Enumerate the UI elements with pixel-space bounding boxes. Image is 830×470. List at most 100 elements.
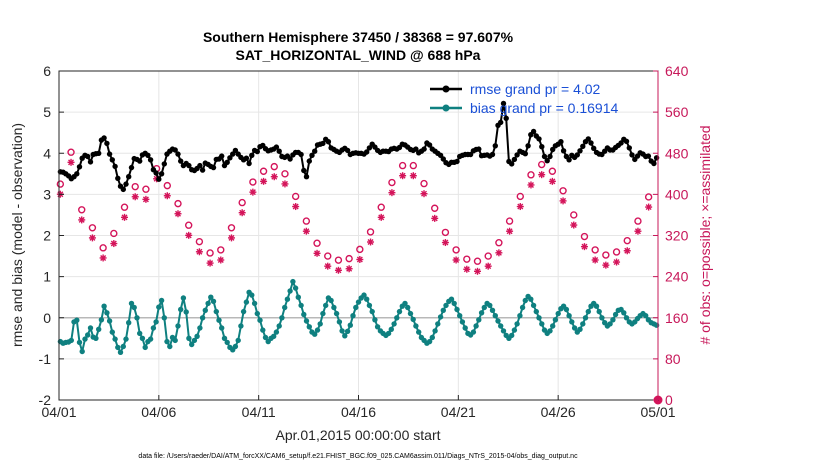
bias-point	[643, 313, 649, 319]
rmse-point	[585, 136, 591, 142]
asterisk-stroke	[142, 196, 149, 203]
bias-point	[374, 324, 381, 330]
rmse-point	[558, 139, 564, 145]
rmse-point	[467, 151, 474, 158]
bias-point	[131, 304, 137, 311]
rmse-point	[489, 151, 496, 158]
y-tick-label: -1	[39, 351, 52, 367]
obs-possible-point	[537, 160, 546, 169]
x-axis-label: Apr.01,2015 00:00:00 start	[275, 427, 440, 443]
rmse-point	[421, 146, 427, 152]
obs-assimilated-point	[645, 203, 653, 211]
obs-assimilated-point	[324, 262, 332, 270]
rmse-point	[312, 148, 318, 154]
bias-point	[79, 348, 85, 355]
bias-point	[158, 297, 165, 304]
obs-assimilated-point	[570, 221, 578, 229]
obs-assimilated-point	[249, 188, 257, 196]
obs-possible-point	[88, 224, 97, 232]
bias-point	[533, 308, 539, 315]
rmse-point	[426, 142, 433, 148]
obs-assimilated-point	[195, 248, 203, 256]
bias-point	[194, 333, 200, 339]
obs-possible-point	[174, 199, 182, 208]
bias-point	[355, 299, 362, 305]
obs-possible-point	[334, 256, 343, 264]
obs-possible-point	[570, 211, 578, 219]
bias-point	[489, 307, 496, 313]
bias-point	[563, 306, 570, 313]
obs-possible-point	[431, 204, 439, 212]
rmse-point	[626, 145, 632, 151]
x-tick-label: 04/01	[41, 404, 76, 420]
bias-point	[150, 325, 157, 331]
obs-assimilated-point	[388, 189, 396, 197]
bias-point	[276, 323, 282, 329]
bias-point	[566, 313, 572, 319]
obs-possible-point	[238, 198, 246, 207]
bias-point	[137, 330, 143, 337]
rmse-point	[536, 136, 542, 142]
rmse-point	[498, 119, 504, 126]
obs-possible-point	[281, 170, 289, 178]
bias-point	[552, 317, 559, 323]
x-tick-label: 04/21	[441, 404, 476, 420]
bias-point	[205, 300, 211, 307]
obs-assimilated-point	[473, 267, 481, 275]
asterisk-stroke	[356, 256, 363, 263]
asterisk-stroke	[164, 192, 171, 199]
bias-point	[134, 315, 140, 321]
bias-point	[571, 325, 578, 331]
rmse-point	[230, 151, 236, 157]
obs-possible-point	[131, 182, 139, 191]
rmse-point	[175, 151, 181, 157]
bias-point	[459, 319, 466, 325]
obs-assimilated-point	[441, 239, 449, 247]
obs-possible-point	[313, 239, 321, 247]
bias-point	[342, 333, 348, 339]
obs-assimilated-point	[131, 193, 139, 201]
obs-assimilated-point	[463, 265, 471, 273]
rmse-point	[74, 171, 80, 177]
asterisk-stroke	[249, 189, 256, 196]
rmse-point	[210, 164, 217, 171]
bias-point	[142, 344, 148, 351]
rmse-point	[509, 161, 515, 167]
asterisk-stroke	[474, 268, 481, 275]
x-tick-label: 04/11	[242, 404, 276, 420]
obs-assimilated-point	[506, 227, 514, 235]
rmse-point	[232, 147, 239, 154]
rmse-point	[137, 158, 143, 164]
rmse-point	[366, 145, 373, 151]
rmse-point	[618, 140, 624, 146]
y-axis-label: rmse and bias (model - observation)	[9, 123, 25, 347]
bias-point	[478, 310, 485, 316]
rmse-point	[544, 158, 550, 164]
asterisk-stroke	[303, 228, 310, 235]
bias-point	[364, 296, 370, 302]
bias-point	[443, 302, 449, 309]
obs-possible-point	[463, 255, 471, 263]
bias-point	[536, 315, 542, 321]
obs-possible-point	[259, 167, 268, 175]
asterisk-stroke	[281, 180, 288, 187]
obs-possible-point	[409, 161, 418, 170]
obs-possible-point	[398, 161, 407, 170]
bias-point	[74, 317, 80, 323]
obs-assimilated-point	[260, 177, 268, 185]
chart-subtitle: SAT_HORIZONTAL_WIND @ 688 hPa	[236, 47, 481, 63]
bias-point	[164, 338, 170, 345]
obs-possible-point	[270, 162, 278, 171]
rmse-point	[301, 167, 307, 174]
bias-point	[347, 322, 353, 328]
asterisk-stroke	[78, 216, 85, 223]
obs-possible-point	[548, 167, 557, 175]
bias-point	[473, 323, 479, 329]
rmse-point	[243, 155, 250, 161]
asterisk-stroke	[538, 171, 545, 178]
asterisk-stroke	[560, 197, 567, 204]
obs-possible-point	[67, 148, 75, 156]
rmse-point	[522, 151, 528, 157]
rmse-point	[158, 171, 165, 177]
bias-point	[271, 333, 277, 339]
